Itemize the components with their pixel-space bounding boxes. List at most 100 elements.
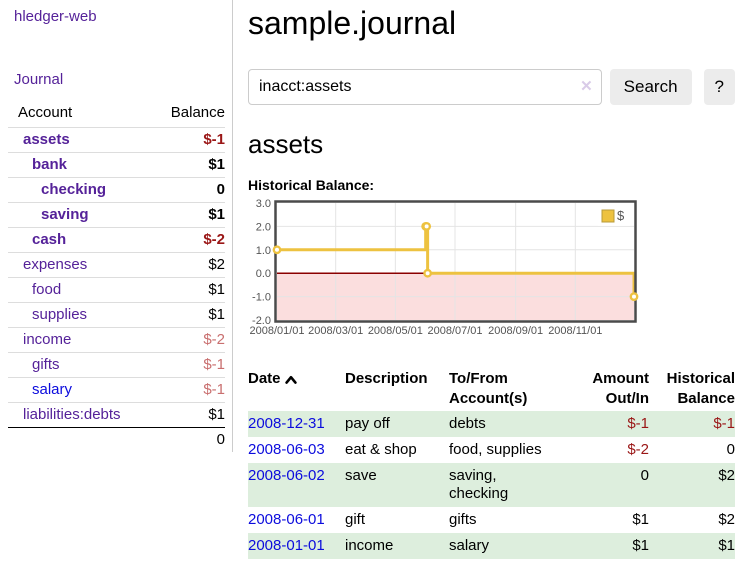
- account-balance: $1: [208, 206, 225, 223]
- account-balance: $2: [208, 256, 225, 273]
- svg-text:0.0: 0.0: [256, 268, 271, 280]
- transaction-description: pay off: [345, 415, 390, 432]
- account-column-header: Account: [18, 104, 73, 121]
- account-balance: 0: [216, 181, 225, 198]
- account-balance: $1: [208, 281, 225, 298]
- transaction-accounts: debts: [449, 415, 486, 432]
- register-table: Date Description To/From Account(s) Amou…: [248, 363, 735, 559]
- transaction-amount: 0: [640, 467, 649, 484]
- search-input[interactable]: [248, 69, 602, 105]
- transaction-balance: $-1: [713, 415, 735, 432]
- account-heading: assets: [248, 129, 324, 159]
- app-title-link[interactable]: hledger-web: [14, 8, 97, 25]
- account-balance: $-1: [203, 356, 225, 373]
- transaction-accounts: food, supplies: [449, 441, 542, 458]
- transaction-amount: $-1: [627, 415, 649, 432]
- account-link[interactable]: income: [23, 331, 72, 348]
- account-row: salary $-1: [8, 377, 225, 403]
- page-title: sample.journal: [248, 5, 457, 41]
- svg-text:2008/11/01: 2008/11/01: [548, 325, 602, 337]
- account-balance: $1: [208, 156, 225, 173]
- transaction-description: gift: [345, 511, 366, 528]
- account-link[interactable]: saving: [41, 206, 89, 223]
- chart-section-label: Historical Balance:: [248, 177, 375, 193]
- date-column-header[interactable]: Date: [248, 363, 345, 411]
- search-button[interactable]: Search: [609, 69, 692, 105]
- transaction-date-link[interactable]: 2008-12-31: [248, 415, 325, 432]
- search-box: ✕: [248, 69, 602, 105]
- account-link[interactable]: salary: [32, 381, 73, 398]
- transaction-accounts: saving, checking: [449, 467, 509, 502]
- account-balance: $-1: [203, 131, 225, 148]
- account-link[interactable]: liabilities:debts: [23, 406, 121, 423]
- balance-column-header: Balance: [170, 104, 225, 121]
- register-row: 2008-06-02 save saving, checking 0 $2: [248, 463, 735, 507]
- svg-text:2008/03/01: 2008/03/01: [308, 325, 363, 337]
- transaction-date-link[interactable]: 2008-01-01: [248, 537, 325, 554]
- register-row: 2008-06-01 gift gifts $1 $2: [248, 507, 735, 533]
- account-row: saving $1: [8, 202, 225, 228]
- tofrom-accounts-column-header[interactable]: To/From Account(s): [449, 370, 528, 407]
- svg-text:-1.0: -1.0: [252, 292, 271, 304]
- transaction-date-link[interactable]: 2008-06-03: [248, 441, 325, 458]
- accounts-total-row: 0: [8, 427, 225, 452]
- account-row: income $-2: [8, 327, 225, 353]
- account-balance: $1: [208, 306, 225, 323]
- account-link[interactable]: bank: [32, 156, 68, 173]
- account-link[interactable]: cash: [32, 231, 67, 248]
- register-header-row: Date Description To/From Account(s) Amou…: [248, 363, 735, 411]
- transaction-balance: $2: [718, 511, 735, 528]
- svg-text:2008/07/01: 2008/07/01: [427, 325, 482, 337]
- account-row: gifts $-1: [8, 352, 225, 378]
- account-row: supplies $1: [8, 302, 225, 328]
- transaction-date-link[interactable]: 2008-06-02: [248, 467, 325, 484]
- search-form: ✕ Search ?: [248, 69, 735, 105]
- account-link[interactable]: food: [32, 281, 62, 298]
- account-link[interactable]: checking: [41, 181, 107, 198]
- description-column-header[interactable]: Description: [345, 370, 428, 387]
- svg-text:2008/09/01: 2008/09/01: [488, 325, 543, 337]
- historical-balance-column-header[interactable]: Historical Balance: [666, 370, 735, 407]
- transaction-balance: 0: [726, 441, 735, 458]
- sort-ascending-icon: [284, 375, 297, 384]
- svg-text:$: $: [617, 208, 625, 223]
- amount-column-header[interactable]: Amount Out/In: [592, 370, 649, 407]
- register-row: 2008-12-31 pay off debts $-1 $-1: [248, 411, 735, 437]
- svg-text:3.0: 3.0: [256, 198, 271, 210]
- transaction-description: eat & shop: [345, 441, 417, 458]
- help-button[interactable]: ?: [703, 69, 735, 105]
- transaction-accounts: salary: [449, 537, 490, 554]
- transaction-amount: $1: [632, 511, 649, 528]
- account-row: liabilities:debts $1: [8, 402, 225, 428]
- clear-search-icon[interactable]: ✕: [580, 78, 593, 95]
- account-row: expenses $2: [8, 252, 225, 278]
- account-balance: $-2: [203, 231, 225, 248]
- account-link[interactable]: supplies: [32, 306, 88, 323]
- svg-text:-2.0: -2.0: [252, 315, 271, 327]
- accounts-table-header-row: Account Balance: [8, 101, 225, 128]
- svg-text:2008/05/01: 2008/05/01: [368, 325, 423, 337]
- register-row: 2008-06-03 eat & shop food, supplies $-2…: [248, 437, 735, 463]
- transaction-accounts: gifts: [449, 511, 477, 528]
- account-balance: $1: [208, 406, 225, 423]
- account-link[interactable]: expenses: [23, 256, 88, 273]
- account-row: checking 0: [8, 177, 225, 203]
- transaction-amount: $1: [632, 537, 649, 554]
- sidebar: hledger-web Journal Account Balance asse…: [0, 0, 233, 452]
- svg-text:2.0: 2.0: [256, 221, 271, 233]
- account-row: bank $1: [8, 152, 225, 178]
- transaction-date-link[interactable]: 2008-06-01: [248, 511, 325, 528]
- register-row: 2008-01-01 income salary $1 $1: [248, 533, 735, 559]
- svg-text:1.0: 1.0: [256, 245, 271, 257]
- transaction-amount: $-2: [627, 441, 649, 458]
- accounts-total-value: 0: [154, 427, 225, 452]
- account-link[interactable]: assets: [23, 131, 70, 148]
- sidebar-item-journal[interactable]: Journal: [14, 71, 64, 88]
- account-balance: $-2: [203, 331, 225, 348]
- account-link[interactable]: gifts: [32, 356, 60, 373]
- account-balance: $-1: [203, 381, 225, 398]
- transaction-balance: $1: [718, 537, 735, 554]
- transaction-description: save: [345, 467, 377, 484]
- accounts-table: Account Balance assets $-1 bank $1 check…: [8, 101, 225, 452]
